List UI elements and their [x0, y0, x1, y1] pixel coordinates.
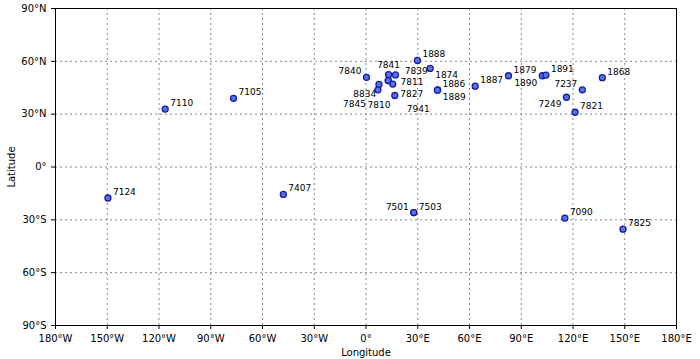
svg-text:7237: 7237	[554, 79, 577, 89]
svg-text:1888: 1888	[422, 49, 445, 59]
svg-text:150°W: 150°W	[90, 333, 124, 344]
svg-text:7941: 7941	[407, 104, 430, 114]
svg-text:90°W: 90°W	[197, 333, 225, 344]
svg-text:1889: 1889	[443, 92, 466, 102]
svg-text:60°E: 60°E	[457, 333, 481, 344]
svg-text:30°W: 30°W	[300, 333, 328, 344]
svg-text:30°N: 30°N	[21, 108, 46, 119]
svg-text:7845: 7845	[343, 99, 366, 109]
svg-text:7811: 7811	[400, 77, 423, 87]
svg-text:0°: 0°	[360, 333, 371, 344]
svg-text:180°E: 180°E	[661, 333, 691, 344]
svg-text:Latitude: Latitude	[6, 146, 17, 187]
svg-text:1868: 1868	[607, 67, 630, 77]
svg-text:1886: 1886	[442, 79, 465, 89]
svg-text:1887: 1887	[480, 75, 503, 85]
svg-text:60°W: 60°W	[249, 333, 277, 344]
svg-text:7501: 7501	[386, 201, 409, 211]
svg-text:120°E: 120°E	[558, 333, 588, 344]
svg-text:1879: 1879	[513, 65, 536, 75]
svg-text:7407: 7407	[288, 183, 311, 193]
svg-text:8834: 8834	[353, 89, 377, 100]
svg-text:Longitude: Longitude	[341, 347, 391, 358]
svg-text:150°E: 150°E	[610, 333, 640, 344]
svg-text:7090: 7090	[570, 207, 593, 217]
svg-text:60°N: 60°N	[21, 56, 46, 67]
svg-text:7840: 7840	[339, 66, 362, 76]
svg-text:7124: 7124	[113, 187, 136, 197]
svg-text:90°N: 90°N	[21, 3, 46, 14]
svg-text:60°S: 60°S	[22, 267, 46, 278]
svg-text:1890: 1890	[514, 78, 537, 88]
svg-text:0°: 0°	[35, 161, 46, 172]
svg-text:7841: 7841	[377, 60, 400, 70]
svg-text:1891: 1891	[551, 64, 574, 74]
svg-text:7105: 7105	[239, 87, 262, 97]
svg-text:7827: 7827	[400, 89, 423, 99]
svg-text:7810: 7810	[367, 100, 390, 110]
svg-text:180°W: 180°W	[39, 333, 73, 344]
svg-text:30°S: 30°S	[22, 214, 46, 225]
svg-text:90°S: 90°S	[22, 320, 46, 331]
svg-text:7249: 7249	[539, 99, 562, 109]
svg-text:7825: 7825	[628, 218, 651, 228]
svg-text:7821: 7821	[580, 101, 603, 111]
svg-text:7503: 7503	[419, 201, 442, 211]
svg-text:7839: 7839	[405, 66, 428, 76]
svg-text:7110: 7110	[170, 98, 193, 108]
svg-text:90°E: 90°E	[509, 333, 533, 344]
svg-text:1874: 1874	[435, 70, 458, 80]
svg-text:30°E: 30°E	[406, 333, 430, 344]
svg-text:120°W: 120°W	[142, 333, 176, 344]
